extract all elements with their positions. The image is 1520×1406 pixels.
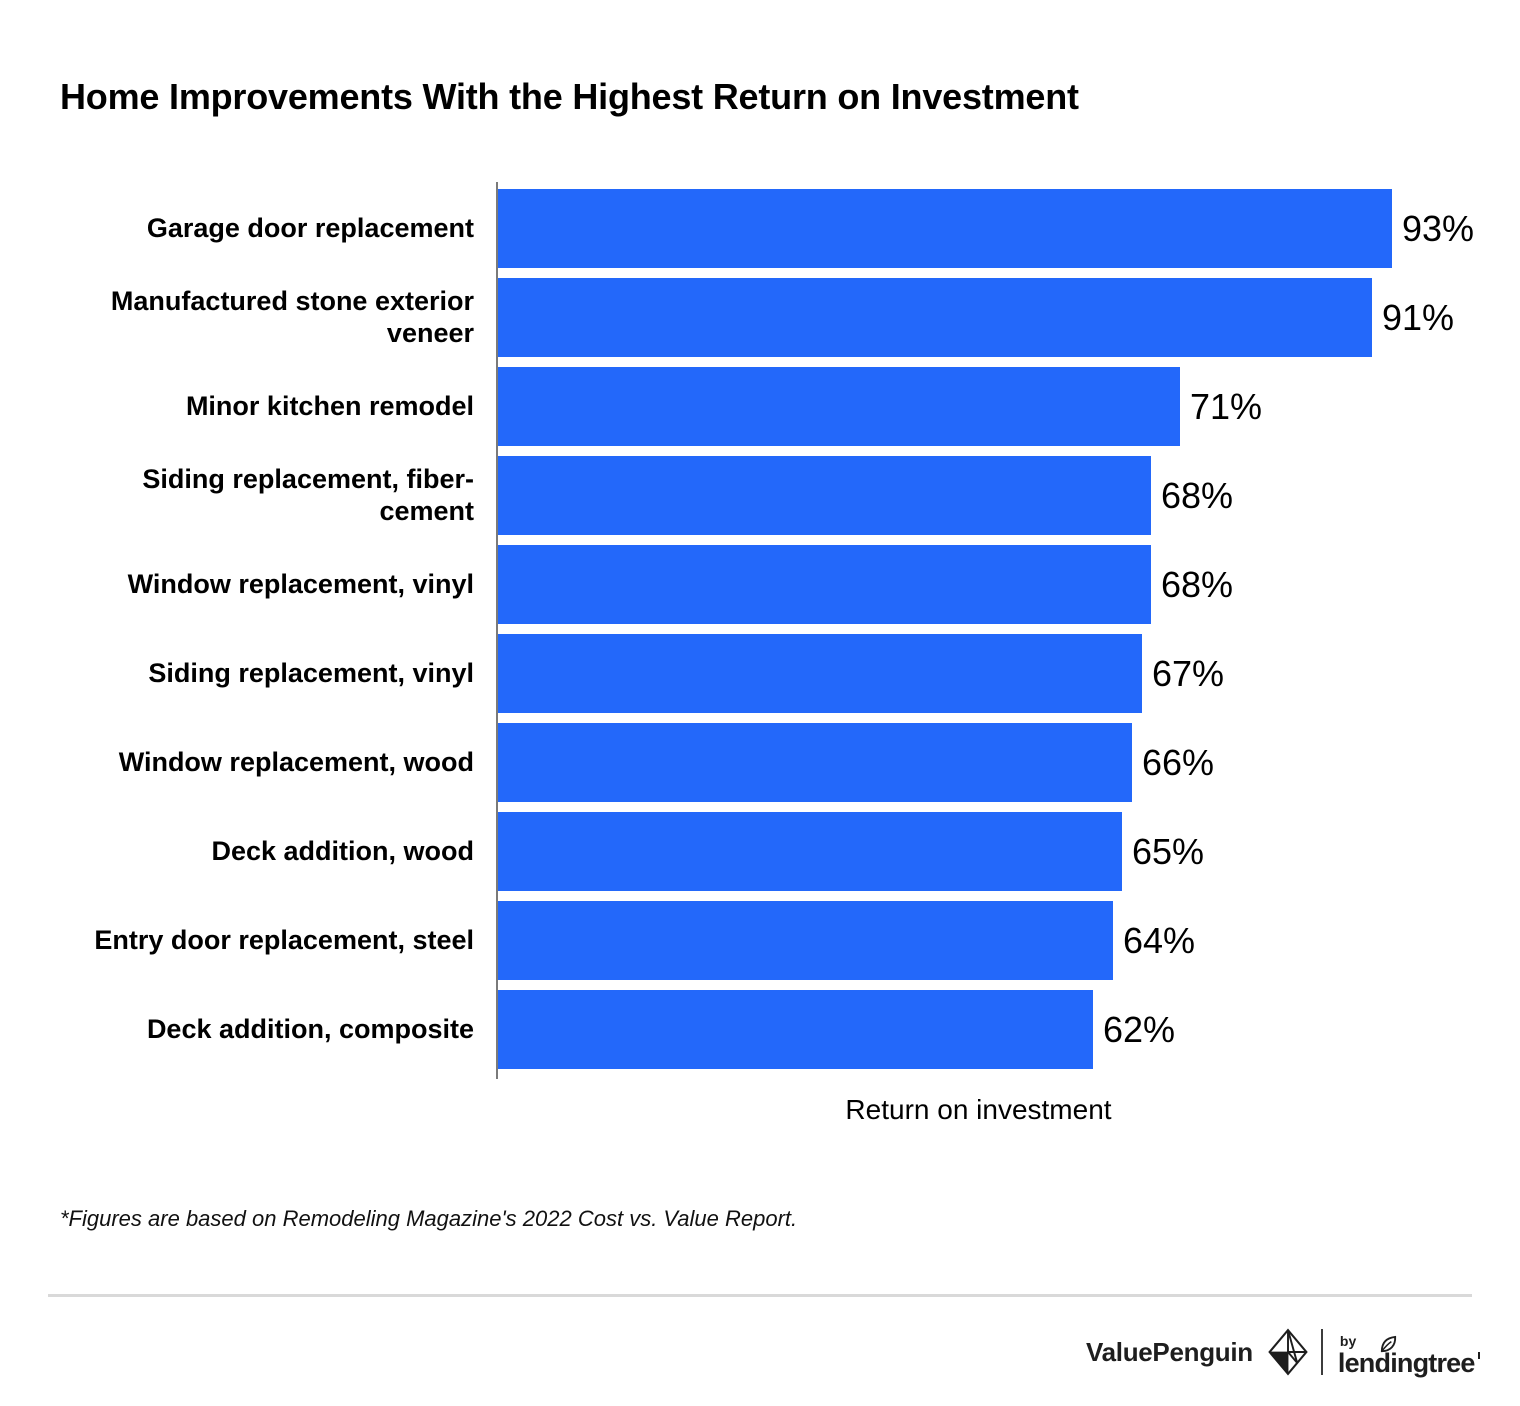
value-label: 67% <box>1152 652 1225 694</box>
bar-row: Siding replacement, fiber-cement 68% <box>60 456 1464 535</box>
category-label: Manufactured stone exterior veneer <box>110 286 474 348</box>
x-axis-label: Return on investment <box>845 1094 1112 1125</box>
value-label: 64% <box>1123 919 1196 961</box>
chart-title: Home Improvements With the Highest Retur… <box>60 76 1079 117</box>
category-label: Minor kitchen remodel <box>185 390 474 421</box>
category-label: Deck addition, wood <box>211 835 474 866</box>
bar-area: 66% <box>497 723 1464 802</box>
bar <box>497 189 1392 268</box>
bar-row: Garage door replacement 93% <box>60 189 1474 268</box>
bar <box>497 990 1093 1069</box>
lendingtree-wordmark: lendingtree <box>1337 1336 1480 1379</box>
bar-row: Window replacement, vinyl 68% <box>60 545 1464 624</box>
bar-row: Deck addition, wood 65% <box>60 812 1464 891</box>
bar-area: 65% <box>497 812 1464 891</box>
valuepenguin-logo-icon <box>1268 1328 1308 1376</box>
category-label: Siding replacement, fiber-cement <box>142 464 474 526</box>
bar-area: 62% <box>497 990 1464 1069</box>
bar-area: 67% <box>497 634 1464 713</box>
bar-chart: Garage door replacement 93% Manufactured s… <box>60 182 1474 1079</box>
value-label: 68% <box>1161 474 1234 516</box>
bar-rows: Garage door replacement 93% Manufactured s… <box>60 189 1474 1069</box>
lendingtree-leaf-icon <box>1380 1336 1396 1353</box>
bar <box>497 901 1113 980</box>
value-label: 66% <box>1142 741 1215 783</box>
y-axis-line <box>496 182 498 1079</box>
bar <box>497 812 1122 891</box>
category-label: Deck addition, composite <box>146 1013 474 1044</box>
bar-row: Window replacement, wood 66% <box>60 723 1464 802</box>
category-label: Window replacement, wood <box>118 746 474 777</box>
value-label: 68% <box>1161 563 1234 605</box>
bar-row: Entry door replacement, steel 64% <box>60 901 1464 980</box>
trademark-mark <box>1477 1352 1480 1360</box>
footer-vertical-divider <box>1320 1329 1323 1375</box>
category-label: Garage door replacement <box>146 212 474 243</box>
bar <box>497 367 1180 446</box>
bar <box>497 278 1372 357</box>
footer-logos: ValuePenguin by lendingtree <box>1086 1324 1480 1380</box>
bar <box>497 723 1132 802</box>
lendingtree-text: lendingtree <box>1337 1348 1476 1379</box>
bar-area: 93% <box>497 189 1474 268</box>
valuepenguin-wordmark: ValuePenguin <box>1086 1336 1253 1367</box>
footer-divider <box>48 1294 1472 1297</box>
lendingtree-by-label: by <box>1339 1333 1357 1350</box>
value-label: 91% <box>1382 296 1455 338</box>
value-label: 93% <box>1402 207 1475 249</box>
footnote: *Figures are based on Remodeling Magazin… <box>60 1206 798 1231</box>
category-label: Siding replacement, vinyl <box>148 657 474 688</box>
bar-area: 91% <box>497 278 1464 357</box>
bar-row: Minor kitchen remodel 71% <box>60 367 1464 446</box>
bar <box>497 634 1142 713</box>
bar-area: 64% <box>497 901 1464 980</box>
bar <box>497 456 1151 535</box>
bar-row: Siding replacement, vinyl 67% <box>60 634 1464 713</box>
bar-area: 68% <box>497 456 1464 535</box>
category-label: Window replacement, vinyl <box>127 568 474 599</box>
value-label: 71% <box>1190 385 1263 427</box>
bar-area: 71% <box>497 367 1464 446</box>
bar <box>497 545 1151 624</box>
value-label: 65% <box>1132 830 1205 872</box>
lendingtree-lockup: by lendingtree <box>1337 1326 1480 1379</box>
category-label: Entry door replacement, steel <box>94 924 474 955</box>
bar-row: Manufactured stone exterior veneer 91% <box>60 278 1464 357</box>
bar-row: Deck addition, composite 62% <box>60 990 1464 1069</box>
value-label: 62% <box>1103 1008 1176 1050</box>
bar-area: 68% <box>497 545 1464 624</box>
